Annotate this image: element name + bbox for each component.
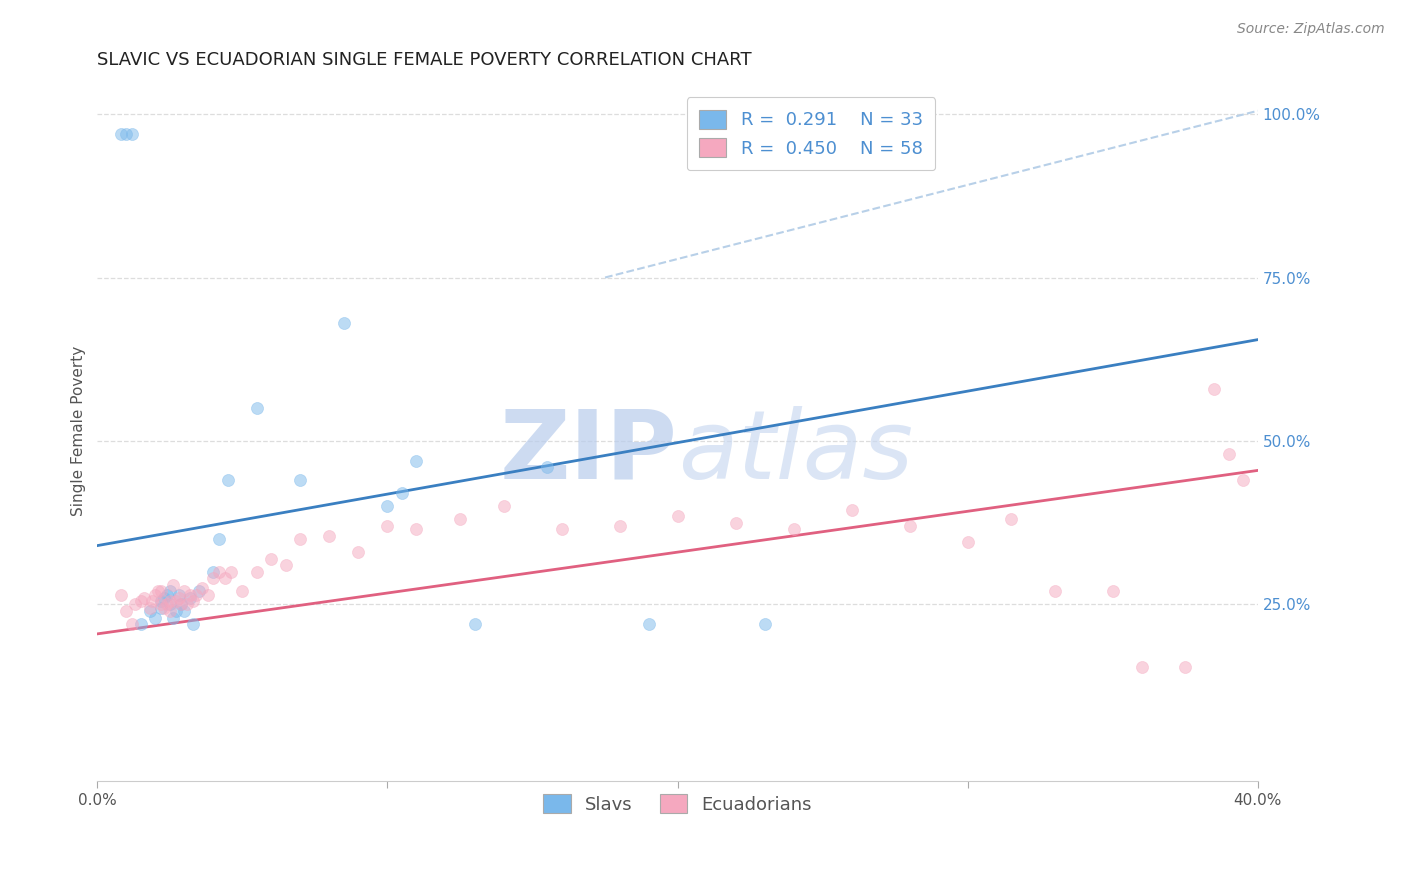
Point (115, 604, 138, 618)
Point (167, 588, 190, 602)
Point (110, 588, 132, 602)
Point (217, 473, 239, 487)
Point (129, 594, 152, 608)
Point (159, 604, 181, 618)
Point (246, 401, 269, 416)
Point (187, 584, 209, 599)
Point (162, 578, 184, 592)
Point (1130, 659, 1153, 673)
Point (121, 617, 143, 632)
Point (405, 453, 427, 467)
Point (550, 522, 572, 536)
Point (1174, 659, 1197, 673)
Point (148, 584, 170, 599)
Point (124, 598, 146, 612)
Point (202, 571, 225, 585)
Point (318, 529, 340, 543)
Point (170, 598, 193, 612)
Point (115, 127, 138, 141)
Point (1204, 382, 1226, 396)
Point (463, 617, 485, 632)
Point (754, 617, 776, 632)
Point (184, 588, 207, 602)
Point (214, 571, 236, 585)
Point (347, 545, 370, 559)
Point (165, 604, 187, 618)
Point (153, 591, 176, 605)
Text: SLAVIC VS ECUADORIAN SINGLE FEMALE POVERTY CORRELATION CHART: SLAVIC VS ECUADORIAN SINGLE FEMALE POVER… (97, 51, 752, 69)
Point (1101, 584, 1123, 599)
Point (377, 500, 399, 514)
Y-axis label: Single Female Poverty: Single Female Poverty (72, 346, 86, 516)
Point (181, 617, 204, 632)
Point (841, 502, 863, 516)
Point (145, 610, 167, 624)
Point (173, 584, 195, 599)
Point (121, 127, 143, 141)
Point (150, 584, 173, 599)
Point (492, 500, 515, 514)
Point (782, 522, 804, 536)
Point (208, 532, 231, 546)
Point (145, 588, 167, 602)
Point (391, 486, 413, 500)
Point (956, 535, 979, 549)
Point (138, 600, 160, 615)
Point (159, 584, 181, 599)
Point (1000, 512, 1022, 526)
Point (609, 519, 631, 533)
Point (724, 516, 747, 530)
Point (173, 604, 195, 618)
Point (208, 565, 231, 579)
Point (132, 591, 155, 605)
Point (179, 591, 201, 605)
Point (159, 594, 181, 608)
Point (1232, 473, 1254, 487)
Point (153, 600, 176, 615)
Point (129, 617, 152, 632)
Point (202, 565, 225, 579)
Point (167, 591, 190, 605)
Point (156, 598, 179, 612)
Point (170, 598, 193, 612)
Point (290, 532, 312, 546)
Point (150, 598, 173, 612)
Point (150, 594, 173, 608)
Point (260, 551, 283, 566)
Point (219, 565, 242, 579)
Point (231, 584, 253, 599)
Text: Source: ZipAtlas.com: Source: ZipAtlas.com (1237, 22, 1385, 37)
Text: atlas: atlas (678, 406, 912, 499)
Point (156, 588, 179, 602)
Point (290, 473, 312, 487)
Point (898, 519, 921, 533)
Point (274, 558, 297, 573)
Point (141, 594, 163, 608)
Point (138, 604, 160, 618)
Point (162, 610, 184, 624)
Point (165, 594, 187, 608)
Point (377, 519, 399, 533)
Point (637, 617, 659, 632)
Point (405, 522, 427, 536)
Point (191, 581, 214, 595)
Point (449, 512, 471, 526)
Point (181, 594, 204, 608)
Text: ZIP: ZIP (499, 406, 678, 499)
Point (333, 316, 356, 330)
Point (666, 509, 689, 524)
Point (246, 565, 269, 579)
Legend: Slavs, Ecuadorians: Slavs, Ecuadorians (533, 783, 823, 824)
Point (176, 598, 198, 612)
Point (1043, 584, 1066, 599)
Point (150, 600, 173, 615)
Point (179, 588, 201, 602)
Point (110, 127, 132, 141)
Point (1218, 447, 1240, 461)
Point (536, 460, 558, 475)
Point (159, 598, 181, 612)
Point (197, 588, 219, 602)
